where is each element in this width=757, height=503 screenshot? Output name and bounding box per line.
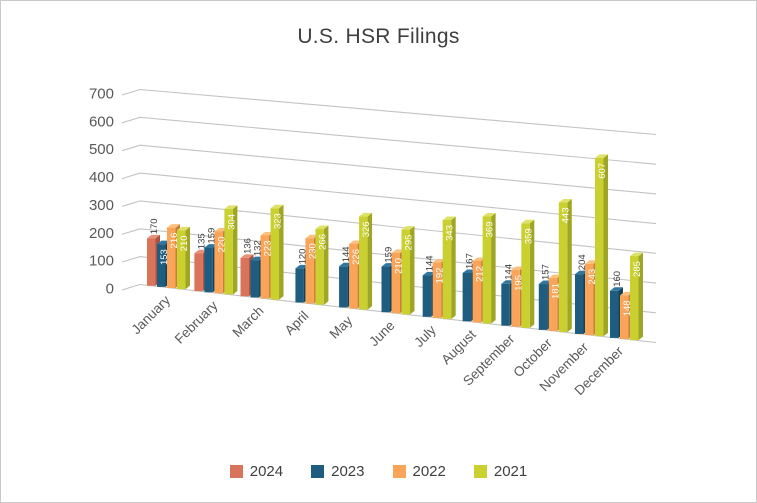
bar-value-label: 153	[159, 249, 170, 265]
bar-value-label: 181	[551, 283, 562, 299]
legend-item-2024[interactable]: 2024	[229, 463, 284, 480]
month-label-April: April	[282, 308, 312, 338]
bar-value-label: 304	[226, 214, 237, 230]
gridline	[121, 144, 657, 195]
bar-2021-April[interactable]	[315, 225, 329, 305]
bar-value-label: 136	[243, 238, 254, 254]
legend-item-2022[interactable]: 2022	[392, 463, 446, 480]
y-tick-label: 500	[89, 141, 114, 158]
bar-value-label: 607	[597, 163, 608, 179]
bar-value-label: 148	[622, 300, 633, 316]
bar-value-label: 144	[341, 246, 352, 262]
bar-value-label: 144	[425, 255, 436, 271]
bar-value-label: 195	[513, 275, 524, 291]
legend-item-2023[interactable]: 2023	[311, 463, 365, 480]
bar-value-label: 159	[206, 228, 217, 244]
y-tick-label: 400	[89, 169, 114, 186]
bar-value-label: 230	[307, 243, 318, 259]
bar-value-label: 160	[612, 271, 623, 287]
bar-value-label: 266	[317, 234, 328, 250]
bar-2021-January[interactable]	[177, 226, 190, 290]
legend-label: 2023	[331, 463, 365, 480]
bar-value-label: 167	[465, 253, 476, 269]
bar-value-label: 144	[503, 264, 514, 280]
bar-value-label: 216	[169, 233, 180, 249]
month-label-March: March	[229, 303, 266, 340]
bar-value-label: 443	[561, 208, 572, 224]
gridline	[121, 88, 657, 136]
bar-value-label: 220	[216, 237, 227, 253]
bar-value-label: 243	[587, 269, 598, 285]
bar-value-label: 210	[179, 235, 190, 251]
bar-2021-May[interactable]	[359, 212, 373, 310]
bar-2021-March[interactable]	[270, 204, 284, 300]
bar-2021-August[interactable]	[482, 213, 496, 324]
month-label-May: May	[327, 313, 356, 342]
legend-swatch-icon	[229, 465, 243, 478]
bar-value-label: 159	[383, 247, 394, 263]
bar-value-label: 326	[361, 221, 372, 237]
bar-value-label: 170	[149, 218, 160, 234]
y-tick-label: 700	[89, 86, 114, 103]
bar-value-label: 212	[475, 266, 486, 282]
legend-swatch-icon	[473, 465, 487, 478]
legend-label: 2021	[493, 463, 528, 480]
month-label-June: June	[366, 318, 397, 349]
bar-value-label: 369	[485, 222, 496, 238]
bar-value-label: 210	[393, 258, 404, 274]
legend: 2024 2023 2022 2021	[1, 463, 756, 480]
bar-value-label: 223	[263, 241, 274, 257]
bar-value-label: 295	[403, 235, 414, 251]
bar-2021-February[interactable]	[224, 205, 238, 295]
bar-value-label: 192	[435, 268, 446, 284]
bar-2021-October[interactable]	[558, 199, 572, 333]
y-tick-label: 200	[89, 225, 114, 242]
bar-2021-June[interactable]	[401, 226, 415, 315]
bar-2021-December[interactable]	[629, 252, 643, 341]
y-tick-label: 100	[89, 253, 114, 270]
bar-value-label: 285	[632, 261, 643, 277]
bar-value-label: 157	[541, 264, 552, 280]
month-label-February: February	[172, 298, 221, 347]
legend-swatch-icon	[311, 465, 325, 478]
bar-2021-September[interactable]	[521, 219, 535, 328]
bar-2021-November[interactable]	[595, 154, 608, 337]
legend-item-2021[interactable]: 2021	[473, 463, 528, 480]
gridline	[121, 172, 657, 225]
chart-title: U.S. HSR Filings	[297, 25, 460, 48]
bar-value-label: 323	[273, 213, 284, 229]
bar-value-label: 359	[523, 228, 534, 244]
y-tick-label: 300	[89, 197, 114, 214]
y-tick-label: 600	[89, 113, 114, 130]
month-label-January: January	[129, 292, 174, 337]
month-label-July: July	[411, 322, 439, 350]
legend-swatch-icon	[392, 465, 406, 478]
legend-label: 2024	[249, 463, 284, 480]
month-label-August: August	[438, 327, 479, 368]
bar-2021-July[interactable]	[442, 216, 456, 320]
bar-value-label: 204	[577, 254, 588, 270]
bar-value-label: 135	[196, 233, 207, 249]
y-tick-label: 0	[106, 281, 114, 298]
bar-value-label: 132	[253, 240, 264, 256]
bar-value-label: 226	[351, 249, 362, 265]
bar-value-label: 343	[445, 225, 456, 241]
legend-label: 2022	[412, 463, 446, 480]
gridline	[121, 116, 657, 165]
bar-value-label: 120	[297, 249, 308, 265]
